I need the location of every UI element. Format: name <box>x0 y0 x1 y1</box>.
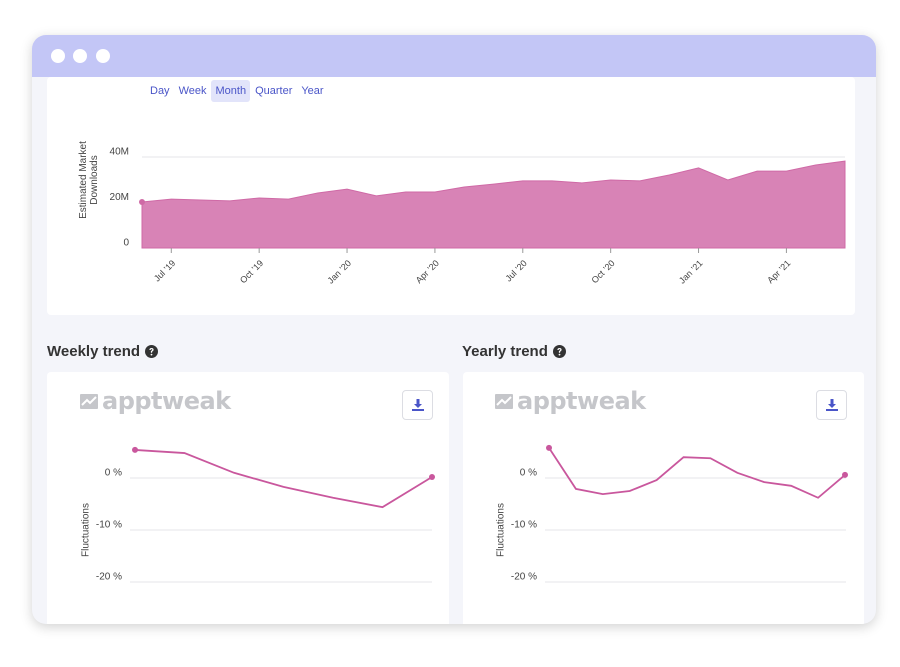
period-tab[interactable]: Day <box>150 85 170 97</box>
x-tick-label: Oct ’20 <box>590 258 617 285</box>
y-tick-label: 0 % <box>105 468 122 479</box>
window-content: Day Week Month Quarter Year Estimated Market… <box>32 35 876 624</box>
download-button[interactable] <box>816 390 847 420</box>
point-marker <box>842 471 848 478</box>
period-tab[interactable]: Week <box>178 85 207 97</box>
y-tick-label: 0 % <box>520 468 537 479</box>
point-marker <box>429 473 435 480</box>
window-dot <box>73 49 87 63</box>
window-dot <box>96 49 110 63</box>
watermark-text: apptweak <box>102 387 231 415</box>
download-icon <box>411 399 424 411</box>
watermark-text: apptweak <box>517 387 646 415</box>
x-tick-label: Jul ’20 <box>503 258 528 283</box>
period-tab[interactable]: Quarter <box>255 85 293 97</box>
watermark-icon <box>80 393 98 409</box>
area <box>141 160 846 249</box>
line <box>134 449 433 509</box>
help-icon[interactable] <box>552 345 566 358</box>
point-marker <box>132 446 138 453</box>
browser-window: Day Week Month Quarter Year Estimated Market… <box>32 35 876 624</box>
y-tick-label: -10 % <box>96 520 122 531</box>
period-tab[interactable]: Month <box>211 80 251 102</box>
y-tick-label: -20 % <box>96 572 122 583</box>
help-icon[interactable] <box>145 345 159 358</box>
charts: 0 20M 40M Jul ’19 Oct ’19 Jan ’20 Apr ’20 Jul ’… <box>96 147 848 583</box>
x-tick-label: Oct ’19 <box>238 258 265 285</box>
x-tick-label: Apr ’20 <box>414 258 441 285</box>
heading-text: Weekly trend <box>47 343 141 360</box>
watermark: apptweak <box>495 387 646 415</box>
period-tabs: Day Week Month Quarter Year <box>146 80 328 102</box>
point-marker <box>139 199 145 206</box>
y-tick-label: -20 % <box>511 572 537 583</box>
watermark-icon <box>495 393 513 409</box>
x-tick-label: Apr ’21 <box>765 258 792 285</box>
y-tick-label: 40M <box>110 147 129 158</box>
x-tick-label: Jan ’20 <box>326 258 354 286</box>
period-tab[interactable]: Year <box>301 85 324 97</box>
line <box>548 447 846 499</box>
download-icon <box>825 399 838 411</box>
y-tick-label: 20M <box>110 192 129 203</box>
title-bar <box>32 35 876 77</box>
point-marker <box>546 444 552 451</box>
window-dot <box>51 49 65 63</box>
section-heading: Yearly trend <box>462 343 566 360</box>
x-tick-label: Jul ’19 <box>152 258 177 283</box>
section-heading: Weekly trend <box>47 343 159 360</box>
watermark: apptweak <box>80 387 231 415</box>
heading-text: Yearly trend <box>462 343 548 360</box>
y-tick-label: 0 <box>123 238 129 249</box>
y-tick-label: -10 % <box>511 520 537 531</box>
x-tick-label: Jan ’21 <box>677 258 705 286</box>
download-button[interactable] <box>402 390 433 420</box>
